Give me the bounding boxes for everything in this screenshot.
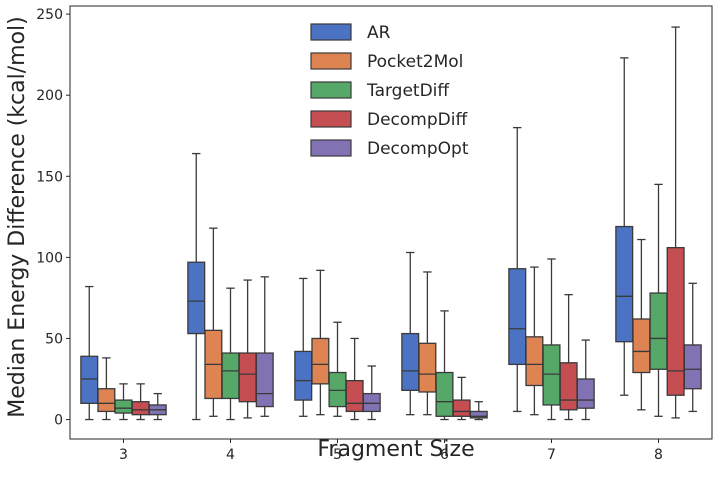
y-tick-label: 150 bbox=[36, 169, 63, 185]
box-decompopt-3 bbox=[148, 392, 167, 421]
box-iqr bbox=[114, 399, 133, 414]
box-iqr bbox=[311, 337, 330, 385]
box-iqr bbox=[238, 352, 257, 403]
box-decompopt-7 bbox=[576, 339, 595, 421]
box-iqr bbox=[80, 355, 99, 404]
box-targetdiff-6 bbox=[435, 310, 454, 421]
box-decompopt-4 bbox=[255, 276, 274, 417]
box-decompdiff-3 bbox=[131, 383, 150, 421]
box-iqr bbox=[559, 362, 578, 411]
y-tick-label: 200 bbox=[36, 88, 63, 104]
x-tick-label: 7 bbox=[547, 447, 556, 463]
box-pocket2mol-8 bbox=[632, 238, 651, 411]
box-decompdiff-7 bbox=[559, 294, 578, 421]
legend-entry-pocket2mol: Pocket2Mol bbox=[310, 52, 463, 72]
legend-label: Pocket2Mol bbox=[367, 52, 463, 72]
box-decompopt-6 bbox=[469, 401, 488, 421]
legend-swatch bbox=[310, 139, 352, 157]
box-ar-8 bbox=[615, 57, 634, 396]
box-targetdiff-7 bbox=[542, 258, 561, 421]
box-iqr bbox=[576, 378, 595, 409]
box-pocket2mol-6 bbox=[418, 271, 437, 416]
box-decompdiff-5 bbox=[345, 337, 364, 421]
box-pocket2mol-5 bbox=[311, 269, 330, 416]
box-iqr bbox=[683, 344, 702, 390]
legend-label: DecompOpt bbox=[367, 139, 469, 159]
box-pocket2mol-4 bbox=[204, 227, 223, 417]
x-tick-label: 8 bbox=[654, 447, 663, 463]
x-tick-label: 6 bbox=[440, 447, 449, 463]
x-tick-label: 4 bbox=[226, 447, 235, 463]
legend-label: AR bbox=[367, 23, 391, 43]
box-iqr bbox=[418, 342, 437, 393]
y-tick-label: 250 bbox=[36, 7, 63, 23]
box-iqr bbox=[131, 401, 150, 416]
box-decompopt-8 bbox=[683, 282, 702, 413]
box-iqr bbox=[508, 268, 527, 366]
box-iqr bbox=[221, 352, 240, 400]
box-ar-3 bbox=[80, 285, 99, 421]
boxes-layer bbox=[80, 26, 702, 421]
x-axis-label: Fragment Size bbox=[317, 437, 474, 462]
box-decompdiff-4 bbox=[238, 279, 257, 419]
legend-swatch bbox=[310, 52, 352, 70]
y-tick-label: 50 bbox=[45, 331, 63, 347]
x-tick-label: 3 bbox=[119, 447, 128, 463]
box-targetdiff-3 bbox=[114, 383, 133, 421]
box-iqr bbox=[649, 292, 668, 370]
y-axis-label: Median Energy Difference (kcal/mol) bbox=[5, 16, 30, 417]
y-tick-label: 100 bbox=[36, 250, 63, 266]
box-ar-6 bbox=[401, 251, 420, 416]
box-iqr bbox=[542, 344, 561, 406]
box-iqr bbox=[435, 371, 454, 417]
box-iqr bbox=[97, 388, 116, 413]
box-ar-5 bbox=[294, 277, 313, 417]
legend-label: TargetDiff bbox=[366, 81, 450, 101]
box-pocket2mol-3 bbox=[97, 357, 116, 421]
legend-swatch bbox=[310, 23, 352, 41]
legend-label: DecompDiff bbox=[367, 110, 468, 130]
box-decompdiff-8 bbox=[666, 26, 685, 419]
box-iqr bbox=[294, 350, 313, 401]
box-iqr bbox=[469, 410, 488, 419]
box-iqr bbox=[328, 371, 347, 408]
box-targetdiff-4 bbox=[221, 287, 240, 421]
y-tick-label: 0 bbox=[54, 413, 63, 429]
legend-entry-targetdiff: TargetDiff bbox=[310, 81, 450, 101]
box-ar-4 bbox=[187, 152, 206, 421]
legend-entry-ar: AR bbox=[310, 23, 391, 43]
box-targetdiff-8 bbox=[649, 183, 668, 417]
legend: AR Pocket2Mol TargetDiff DecompDiff DecompOp… bbox=[310, 23, 469, 159]
box-iqr bbox=[666, 246, 685, 396]
box-ar-7 bbox=[508, 126, 527, 413]
legend-entry-decompdiff: DecompDiff bbox=[310, 110, 468, 130]
box-iqr bbox=[187, 261, 206, 335]
box-iqr bbox=[632, 318, 651, 374]
x-axis: 3 4 5 6 7 8 bbox=[119, 439, 663, 463]
plot-area-frame bbox=[69, 5, 713, 440]
box-pocket2mol-7 bbox=[525, 266, 544, 416]
box-iqr bbox=[255, 352, 274, 408]
box-iqr bbox=[452, 399, 471, 417]
legend-entry-decompopt: DecompOpt bbox=[310, 139, 469, 159]
box-decompopt-5 bbox=[362, 365, 381, 421]
box-iqr bbox=[615, 225, 634, 343]
box-decompdiff-6 bbox=[452, 376, 471, 421]
box-iqr bbox=[401, 332, 420, 391]
x-tick-label: 5 bbox=[333, 447, 342, 463]
box-iqr bbox=[345, 379, 364, 413]
box-iqr bbox=[362, 392, 381, 413]
box-iqr bbox=[525, 336, 544, 387]
legend-swatch bbox=[310, 81, 352, 99]
y-axis: 0 50 100 150 200 250 bbox=[36, 7, 70, 429]
legend-swatch bbox=[310, 110, 352, 128]
box-targetdiff-5 bbox=[328, 321, 347, 417]
